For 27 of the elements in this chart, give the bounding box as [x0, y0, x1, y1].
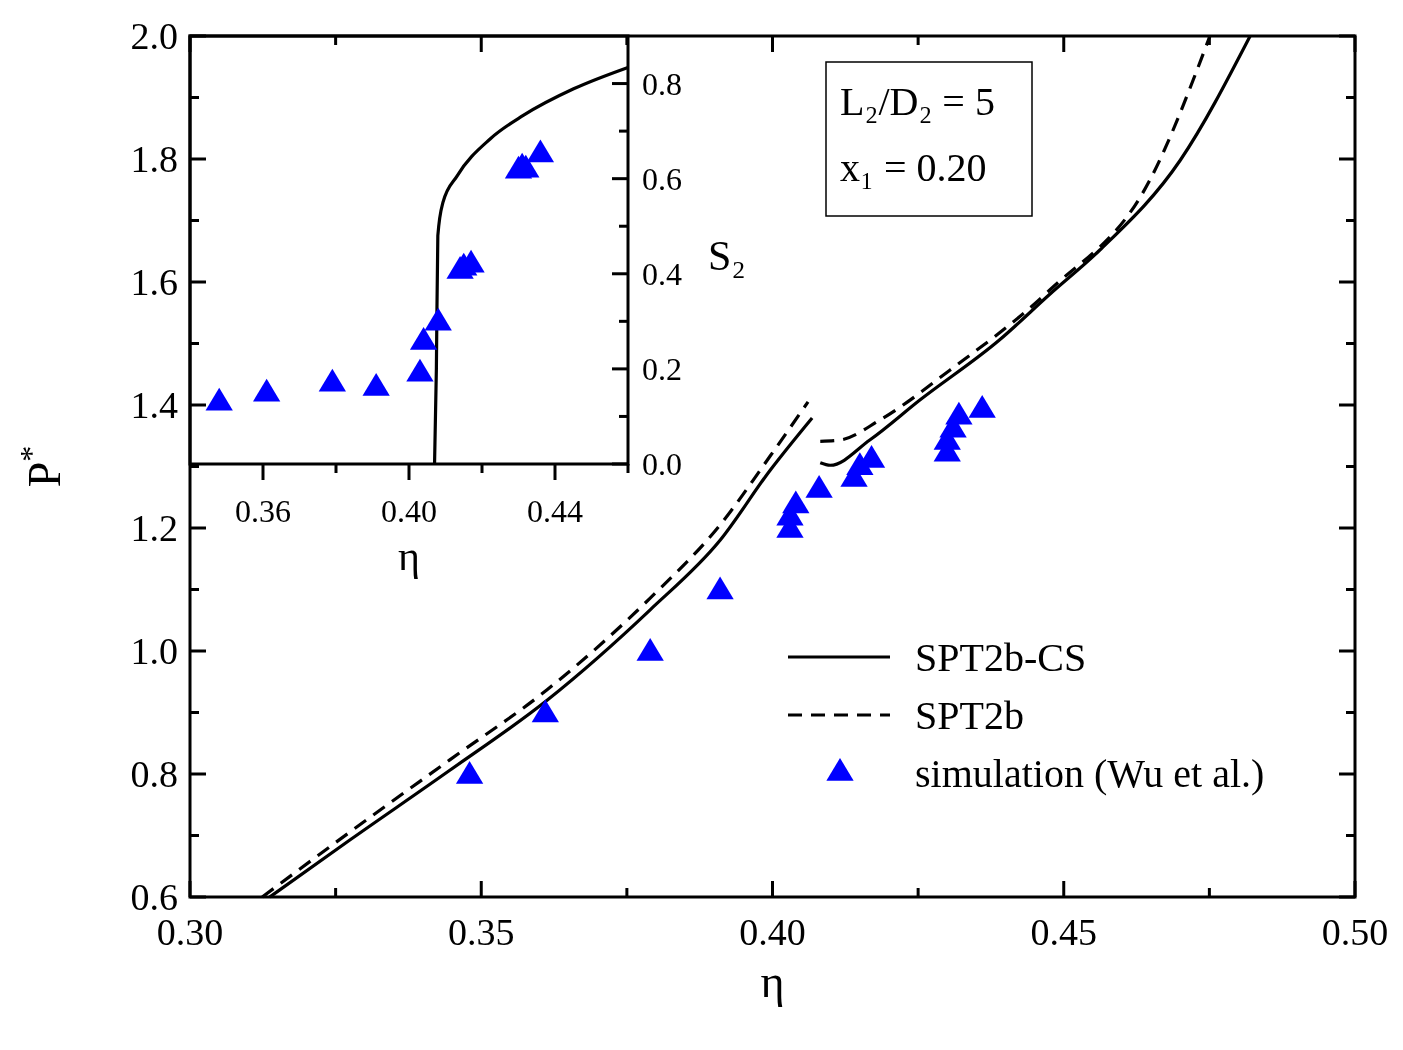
x-tick-label: 0.36	[235, 493, 291, 529]
x-tick-label: 0.50	[1321, 911, 1389, 953]
y-tick-label: 0.4	[642, 255, 682, 292]
y-tick-label: 0.0	[642, 446, 682, 483]
y-tick-label: 2.0	[130, 15, 178, 58]
legend-label: SPT2b	[915, 693, 1024, 738]
y-tick-label: 0.8	[642, 65, 682, 102]
y-tick-label: 1.2	[130, 507, 178, 550]
annotation: x₁ = 0.20	[840, 145, 987, 190]
x-tick-label: 0.40	[381, 493, 437, 529]
y-tick-label: 1.0	[130, 630, 178, 673]
legend-label: SPT2b-CS	[915, 635, 1087, 680]
y-tick-label: 1.6	[130, 261, 178, 304]
annotation: L₂/D₂ = 5	[840, 79, 995, 124]
y-tick-label: 0.6	[642, 160, 682, 197]
y-axis-title: S₂	[708, 233, 747, 279]
y-tick-label: 1.8	[130, 138, 178, 181]
x-tick-label: 0.35	[448, 911, 515, 953]
x-tick-label: 0.44	[527, 493, 583, 529]
legend-label: simulation (Wu et al.)	[915, 751, 1265, 796]
y-tick-label: 0.2	[642, 351, 682, 388]
y-tick-label: 1.4	[130, 384, 178, 427]
x-tick-label: 0.40	[739, 911, 806, 953]
x-axis-title: η	[398, 533, 420, 579]
x-tick-label: 0.45	[1030, 911, 1097, 953]
x-axis-title: η	[760, 956, 785, 1007]
y-tick-label: 0.8	[130, 753, 178, 796]
